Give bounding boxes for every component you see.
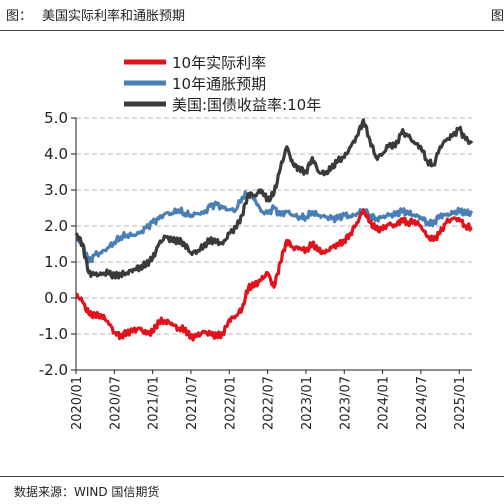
y-tick-label: 4.0 [44,145,68,163]
figure-label: 图： [6,9,33,24]
legend-label: 美国:国债收益率:10年 [172,96,321,114]
series-layer [74,118,474,342]
x-tick-label: 2021/01 [147,376,162,430]
y-tick-label: 3.0 [44,181,68,199]
y-tick-label: 0.0 [44,289,68,307]
legend-label: 10年通胀预期 [172,75,266,93]
y-tick-label: -1.0 [39,325,68,343]
x-tick-label: 2023/01 [300,376,315,430]
figure-title: 图： 美国实际利率和通胀预期 [6,5,185,24]
x-tick-label: 2020/07 [108,376,123,430]
y-tick-label: 1.0 [44,253,68,271]
edge-glyph: 图 [490,9,504,24]
series-line-1 [75,208,473,342]
top-rule [0,30,504,31]
y-tick-label: 5.0 [44,109,68,127]
x-tick-label: 2023/07 [338,376,353,430]
series-line-2 [74,190,474,264]
x-tick-label: 2020/01 [70,376,85,430]
data-source: 数据来源：WIND 国信期货 [14,485,160,499]
x-tick-label: 2025/01 [453,376,468,430]
x-tick-label: 2024/07 [415,376,430,430]
bottom-rule [0,476,504,477]
x-tick-label: 2021/07 [185,376,200,430]
x-tick-label: 2022/01 [223,376,238,430]
figure-title-text: 美国实际利率和通胀预期 [42,9,186,24]
y-tick-label: -2.0 [39,361,68,379]
x-tick-label: 2024/01 [377,376,392,430]
legend-label: 10年实际利率 [172,54,266,72]
series-line-3 [74,118,474,280]
x-tick-label: 2022/07 [262,376,277,430]
y-tick-label: 2.0 [44,217,68,235]
